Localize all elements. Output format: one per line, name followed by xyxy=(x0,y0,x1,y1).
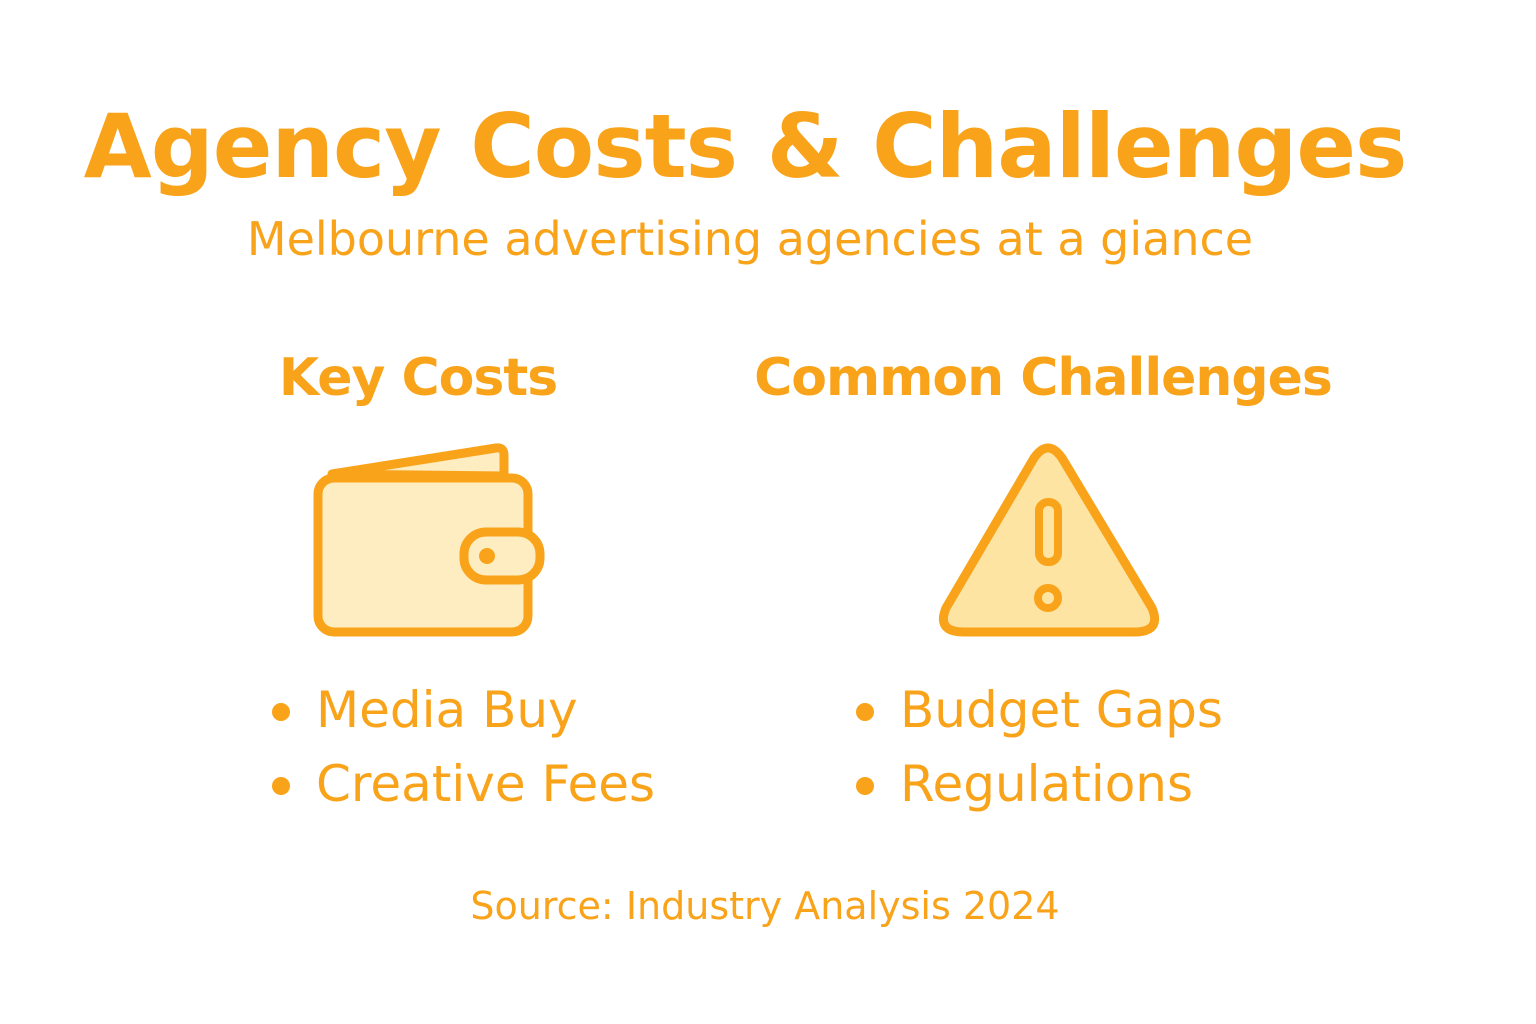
source-note: Source: Industry Analysis 2024 xyxy=(470,884,1060,928)
page-title: Agency Costs & Challenges xyxy=(83,95,1408,198)
list-item: Regulations xyxy=(856,747,1223,821)
key-costs-list: Media Buy Creative Fees xyxy=(272,673,655,821)
key-costs-heading: Key Costs xyxy=(278,348,558,408)
warning-triangle-icon xyxy=(938,443,1160,637)
list-item: Creative Fees xyxy=(272,747,655,821)
wallet-icon xyxy=(313,443,545,637)
common-challenges-heading: Common Challenges xyxy=(754,348,1333,408)
list-item: Media Buy xyxy=(272,673,655,747)
list-item: Budget Gaps xyxy=(856,673,1223,747)
common-challenges-list: Budget Gaps Regulations xyxy=(856,673,1223,821)
page-subtitle: Melbourne advertising agencies at a gian… xyxy=(246,212,1254,266)
